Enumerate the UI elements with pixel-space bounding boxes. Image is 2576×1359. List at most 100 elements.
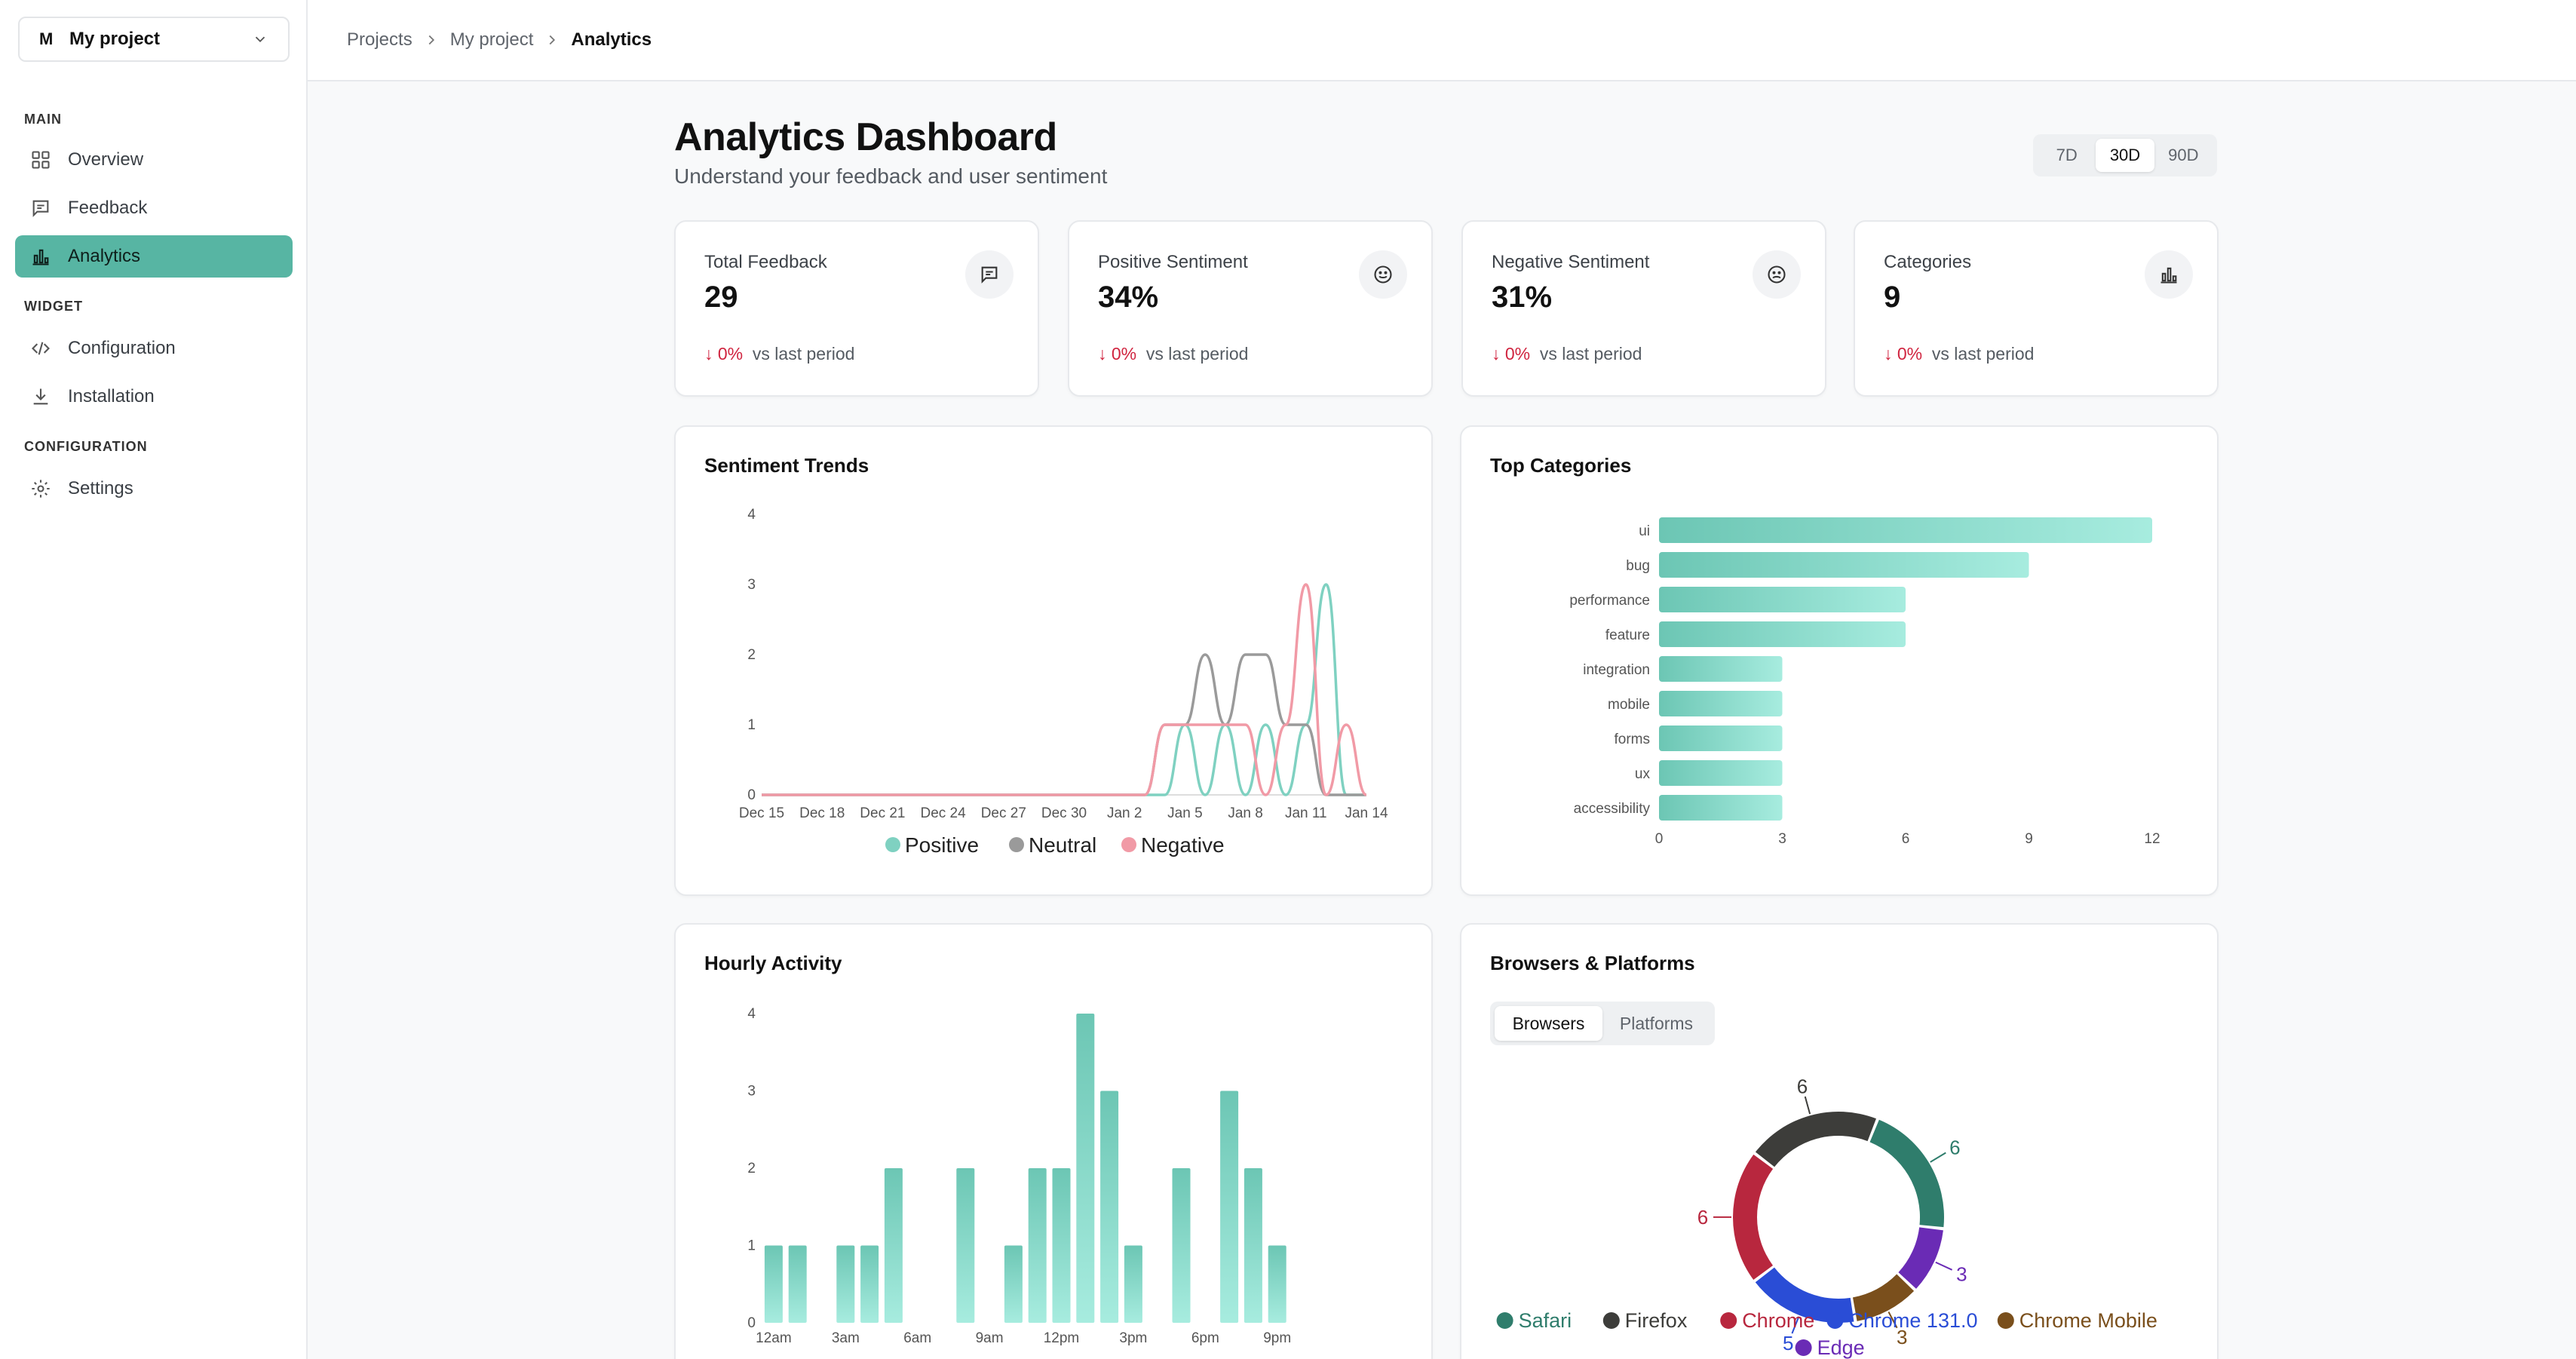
slice-value-label: 6	[1949, 1136, 1960, 1158]
sidebar-item-configuration[interactable]: Configuration	[15, 327, 293, 370]
download-icon	[33, 388, 48, 405]
category-bar-performance	[1659, 587, 1906, 612]
slice-value-label: 5	[1783, 1332, 1793, 1354]
y-tick-label: 4	[747, 507, 756, 523]
category-bar-feature	[1659, 621, 1906, 647]
top-categories-card: Top Categories ui bug performance feature in…	[1460, 425, 2219, 896]
series-line-negative	[762, 583, 1367, 796]
y-tick-label: 0	[747, 787, 756, 803]
smile-icon	[1374, 265, 1392, 284]
category-label: feature	[1605, 627, 1650, 643]
message-icon	[32, 200, 49, 217]
card-title: Top Categories	[1490, 454, 1632, 477]
x-tick-label: 9pm	[1263, 1330, 1291, 1346]
category-label: integration	[1583, 662, 1650, 678]
hour-bar-10am	[1004, 1245, 1023, 1323]
stat-delta: ↓ 0% vs last period	[1492, 344, 1642, 364]
stat-icon-wrap	[2145, 250, 2193, 299]
browser-platform-tabs: Browsers Platforms	[1490, 1002, 1715, 1045]
hour-bar-5pm	[1172, 1168, 1191, 1323]
hour-bar-3pm	[1124, 1245, 1142, 1323]
sentiment-chart: 0 1 2 3 4 Dec 15 Dec 18 Dec 21 Dec 24 Dec 27 Dec 3…	[739, 507, 1388, 857]
sidebar-item-label: Overview	[68, 149, 144, 170]
breadcrumb-project[interactable]: My project	[449, 29, 534, 50]
chevron-right-icon	[550, 35, 556, 45]
x-tick-label: 6	[1902, 831, 1910, 847]
delta-arrow: ↓	[1492, 344, 1501, 364]
delta-suffix: vs last period	[752, 344, 855, 364]
sidebar-item-overview[interactable]: Overview	[15, 139, 293, 181]
y-tick-label: 1	[747, 717, 756, 733]
sidebar-item-installation[interactable]: Installation	[15, 376, 293, 418]
legend-marker-positive	[885, 837, 900, 852]
gear-icon	[32, 480, 50, 498]
x-tick-label: Dec 30	[1041, 805, 1087, 821]
x-tick-label: Dec 15	[739, 805, 784, 821]
sidebar: M My project MAIN Overview Feedback Anal…	[0, 0, 308, 1359]
series-line-neutral	[762, 653, 1366, 796]
legend-marker	[1720, 1312, 1737, 1329]
browsers-platforms-card: Browsers & Platforms Browsers Platforms …	[1460, 923, 2219, 1359]
stat-label: Negative Sentiment	[1492, 252, 1650, 272]
category-label: forms	[1615, 732, 1651, 747]
delta-arrow: ↓	[1098, 344, 1107, 364]
hour-bar-1pm	[1076, 1014, 1095, 1323]
sidebar-item-feedback[interactable]: Feedback	[15, 187, 293, 229]
sentiment-trends-card: Sentiment Trends 0 1 2 3 4 Dec 15 Dec 18 Dec 21…	[674, 425, 1433, 896]
range-7d-button[interactable]: 7D	[2056, 146, 2078, 164]
hourly-chart: 0 1 2 3 4 12am 3am 6am 9am 12pm 3pm 6pm 9pm	[747, 1006, 1291, 1346]
slice-label-line	[1804, 1096, 1811, 1115]
page-title: Analytics Dashboard	[674, 115, 1057, 159]
legend-label: Chrome	[1742, 1309, 1814, 1332]
sidebar-item-analytics[interactable]: Analytics	[15, 235, 293, 278]
legend-label-negative: Negative	[1141, 833, 1225, 857]
hour-bar-3am	[836, 1245, 855, 1323]
category-label: bug	[1626, 558, 1650, 574]
stat-delta: ↓ 0% vs last period	[704, 344, 854, 364]
hour-bar-12pm	[1052, 1168, 1071, 1323]
nav-section-configuration: CONFIGURATION	[24, 439, 148, 454]
hour-bar-9pm	[1268, 1245, 1286, 1323]
sidebar-item-settings[interactable]: Settings	[15, 468, 293, 510]
sidebar-item-label: Settings	[68, 478, 133, 499]
delta-value: 0%	[717, 344, 744, 364]
x-tick-label: 12am	[756, 1330, 792, 1346]
legend-marker	[1795, 1339, 1812, 1356]
category-bar-ui	[1659, 517, 2152, 543]
project-selector[interactable]: M My project	[18, 17, 290, 62]
y-tick-label: 4	[747, 1006, 756, 1022]
x-tick-label: 9	[2025, 831, 2033, 847]
legend-marker	[1496, 1312, 1513, 1329]
delta-value: 0%	[1111, 344, 1137, 364]
category-label: ux	[1635, 766, 1651, 782]
frown-icon	[1768, 265, 1786, 284]
x-tick-label: 9am	[976, 1330, 1004, 1346]
range-90d-button[interactable]: 90D	[2168, 146, 2199, 164]
browsers-donut-chart: 6 3 3 5 6 6 Safari Firefox Chrome Chrome 131.0 Chr…	[1496, 1075, 2157, 1359]
sidebar-item-label: Installation	[68, 386, 155, 406]
legend-marker-negative	[1121, 837, 1136, 852]
tab-browsers[interactable]: Browsers	[1495, 1006, 1602, 1041]
donut-slice-chrome	[1733, 1154, 1774, 1280]
legend-label: Safari	[1519, 1309, 1572, 1332]
card-title: Browsers & Platforms	[1490, 952, 1695, 974]
slice-label-line	[1935, 1261, 1953, 1271]
bar-chart-icon	[32, 249, 49, 265]
category-bar-mobile	[1659, 691, 1783, 716]
sidebar-item-label: Analytics	[68, 246, 141, 266]
x-tick-label: Jan 11	[1285, 805, 1327, 821]
x-tick-label: 0	[1655, 831, 1664, 847]
donut-slice-safari	[1869, 1119, 1944, 1228]
hour-bar-8pm	[1244, 1168, 1262, 1323]
y-tick-label: 1	[747, 1238, 756, 1254]
slice-value-label: 6	[1697, 1206, 1708, 1229]
range-30d-button[interactable]: 30D	[2096, 139, 2154, 172]
breadcrumb-current: Analytics	[571, 29, 652, 50]
x-tick-label: Jan 14	[1345, 805, 1388, 821]
tab-platforms[interactable]: Platforms	[1619, 1014, 1694, 1033]
delta-suffix: vs last period	[1931, 344, 2035, 364]
x-tick-label: 12pm	[1044, 1330, 1080, 1346]
category-label: accessibility	[1574, 801, 1651, 817]
breadcrumb-projects[interactable]: Projects	[347, 29, 412, 50]
x-tick-label: Jan 8	[1228, 805, 1262, 821]
